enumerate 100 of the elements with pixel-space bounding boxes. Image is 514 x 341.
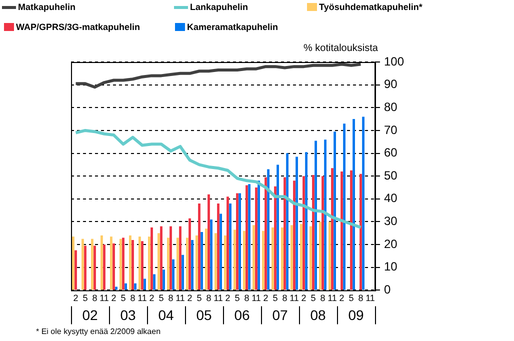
bar <box>150 227 153 290</box>
bar <box>305 152 308 290</box>
y-tick-label: 60 <box>384 146 398 160</box>
y-tick-label: 0 <box>384 282 391 297</box>
bar <box>302 176 305 290</box>
bar <box>103 244 106 290</box>
bar <box>293 180 296 290</box>
x-tick-label: 11 <box>328 293 337 304</box>
bar <box>226 196 229 290</box>
bar <box>170 226 172 290</box>
bar <box>284 177 286 290</box>
x-tick-label: 2 <box>339 293 344 304</box>
bar <box>208 194 210 290</box>
bar <box>274 186 276 290</box>
bar <box>124 283 127 290</box>
text: 06 <box>234 307 250 324</box>
bar <box>236 193 238 290</box>
bar <box>214 233 217 290</box>
bar <box>186 238 188 290</box>
bar <box>210 219 212 290</box>
bar <box>262 230 264 290</box>
text: 09 <box>348 307 364 324</box>
bar <box>322 176 324 290</box>
x-tick-label: 11 <box>252 293 261 304</box>
x-tick-label: 8 <box>320 293 326 304</box>
bar <box>272 227 274 290</box>
x-tick-label: 2 <box>149 293 154 304</box>
bar <box>112 243 115 290</box>
y-axis-title: % kotitalouksista <box>304 43 378 54</box>
bar <box>267 169 270 290</box>
x-tick-label: 5 <box>272 293 278 304</box>
x-tick-label: 5 <box>348 293 354 304</box>
y-tick-label: 40 <box>384 191 398 206</box>
bar <box>286 153 288 290</box>
legend-label: Työsuhdematkapuhelin* <box>319 2 422 12</box>
bar <box>191 240 194 290</box>
text: * Ei ole kysytty enää 2/2009 alkaen <box>36 327 161 336</box>
bar <box>188 218 191 290</box>
bar <box>196 235 198 290</box>
x-tick-label: 8 <box>92 293 98 304</box>
bar <box>167 238 170 290</box>
bar <box>258 180 260 290</box>
bar <box>148 236 150 290</box>
x-tick-label: 5 <box>234 293 240 304</box>
bar <box>141 241 144 290</box>
bar <box>290 225 293 290</box>
text: 04 <box>158 307 174 324</box>
bar <box>198 203 200 290</box>
bar <box>110 236 112 290</box>
bar <box>179 226 182 290</box>
legend-label: Lankapuhelin <box>190 2 248 12</box>
bar <box>144 278 146 290</box>
bar <box>129 235 132 290</box>
bar <box>243 230 246 290</box>
bar <box>132 240 134 290</box>
x-tick-label: 11 <box>214 293 223 304</box>
bar <box>334 132 336 290</box>
bar <box>324 140 326 290</box>
bar <box>340 172 343 290</box>
bar <box>200 232 203 290</box>
x-tick-label: 2 <box>111 293 116 304</box>
x-tick-label: 2 <box>263 293 268 304</box>
y-tick-label: 20 <box>384 236 398 251</box>
bar <box>100 235 103 290</box>
x-tick-label: 5 <box>310 293 316 304</box>
x-tick-label: 11 <box>290 293 299 304</box>
bar <box>74 250 77 290</box>
text: 03 <box>120 307 136 324</box>
bar <box>158 233 160 290</box>
text: 02 <box>82 307 98 324</box>
bar <box>82 238 84 290</box>
bar <box>94 246 96 290</box>
bar <box>310 226 312 290</box>
y-tick-label: 100 <box>384 54 404 68</box>
bar <box>360 174 362 290</box>
y-tick-label: 80 <box>384 100 398 114</box>
bar <box>255 188 258 290</box>
x-tick-label: 5 <box>158 293 164 304</box>
x-tick-label: 8 <box>282 293 288 304</box>
text: 07 <box>272 307 288 324</box>
x-tick-label: 2 <box>187 293 192 304</box>
bar <box>122 238 124 290</box>
bar <box>162 270 165 290</box>
bar <box>350 170 352 290</box>
x-tick-label: 2 <box>73 293 78 304</box>
legend-label: Kameramatkapuhelin <box>187 22 278 32</box>
bar <box>343 124 346 290</box>
y-tick-label: 50 <box>384 168 398 182</box>
bar <box>134 283 136 290</box>
bar <box>205 228 208 290</box>
bar <box>138 236 141 290</box>
bar <box>276 164 279 290</box>
x-tick-label: 8 <box>168 293 174 304</box>
x-tick-label: 2 <box>225 293 230 304</box>
x-tick-label: 11 <box>138 293 147 304</box>
text: 05 <box>196 307 212 324</box>
y-tick-label: 30 <box>384 214 398 228</box>
bar <box>182 254 184 290</box>
y-tick-label: 70 <box>384 122 398 137</box>
x-tick-label: 5 <box>82 293 88 304</box>
